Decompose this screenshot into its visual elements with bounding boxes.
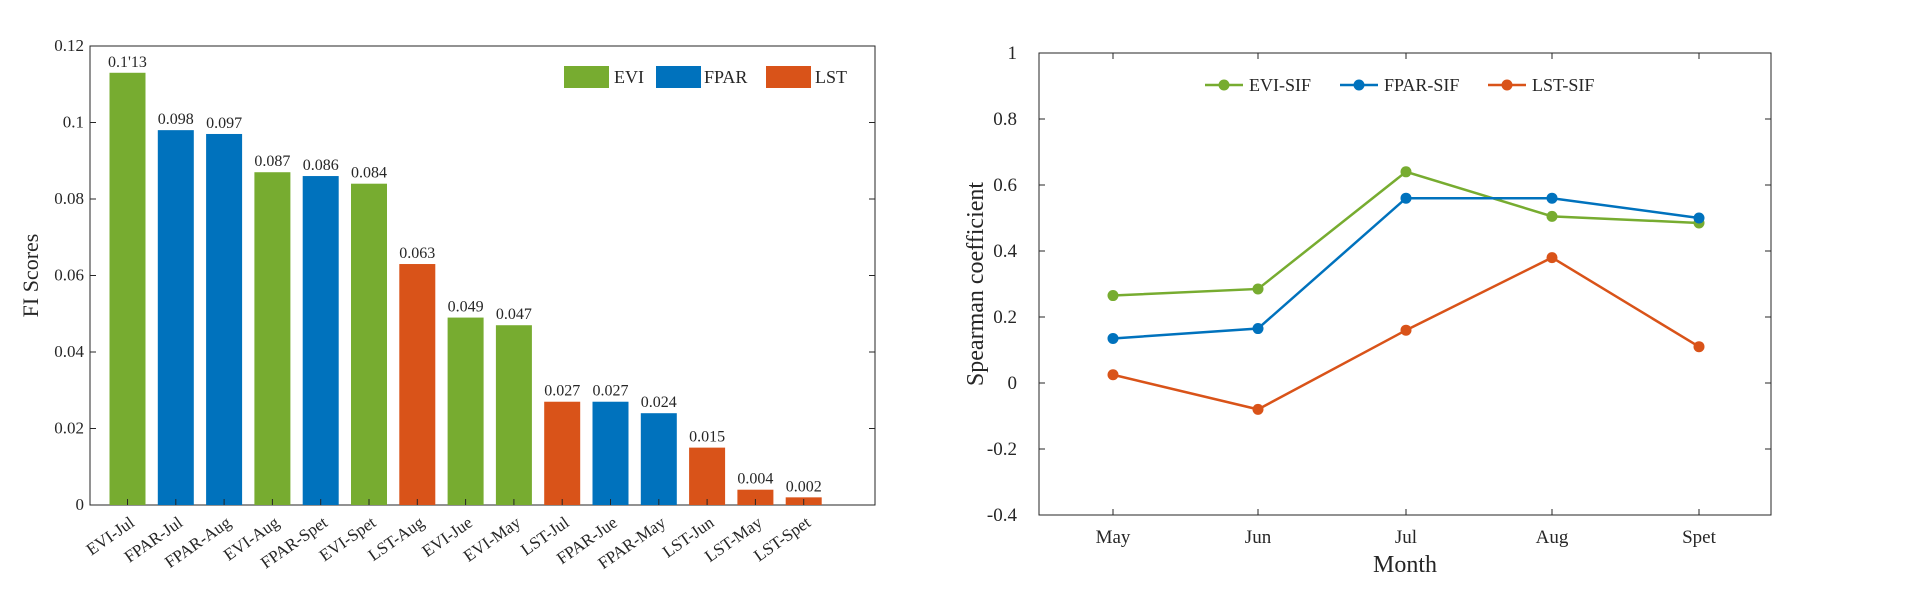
legend-swatch-lst <box>766 66 811 88</box>
bar <box>640 413 677 505</box>
legend-marker <box>1501 79 1513 91</box>
data-point <box>1400 166 1412 178</box>
data-point <box>1252 403 1264 415</box>
legend-label: LST-SIF <box>1532 75 1594 95</box>
bar-value-label: 0.015 <box>689 429 725 446</box>
x-tick-label: May <box>1096 527 1131 548</box>
bar-value-label: 0.098 <box>158 111 194 128</box>
data-point <box>1107 290 1119 302</box>
bar-value-label: 0.084 <box>351 165 387 182</box>
y-tick-label: 0 <box>1008 373 1018 394</box>
legend-marker <box>1353 79 1365 91</box>
y-tick-label: 1 <box>1008 43 1018 64</box>
bar-value-label: 0.027 <box>544 383 580 400</box>
data-point <box>1546 252 1558 264</box>
legend-swatch-fpar <box>656 66 701 88</box>
bar <box>495 325 532 505</box>
x-tick-label: Jun <box>1245 527 1272 548</box>
bar-chart: 0 0.02 0.04 0.06 0.08 0.1 0.12 FI Scores 0.1'13 E… <box>18 36 876 573</box>
legend-label: FPAR <box>704 67 747 87</box>
y-tick-label: 0 <box>76 495 85 514</box>
legend-label: LST <box>815 67 847 87</box>
y-axis-title: FI Scores <box>18 234 43 318</box>
y-tick-label: 0.12 <box>54 36 84 55</box>
line-chart: -0.4 -0.2 0 0.2 0.4 0.6 0.8 1 May Jun Jul Aug Spet Mo… <box>963 43 1772 578</box>
line-legend: EVI-SIF FPAR-SIF LST-SIF <box>1205 75 1594 95</box>
data-point <box>1107 369 1119 381</box>
y-tick-label: 0.8 <box>993 109 1017 130</box>
bar-value-label: 0.049 <box>448 299 484 316</box>
bar-value-label: 0.087 <box>254 153 290 170</box>
y-tick-label: 0.1 <box>63 113 84 132</box>
legend-label: EVI <box>614 67 644 87</box>
bar-value-label: 0.047 <box>496 306 532 323</box>
bar-value-label: 0.027 <box>593 383 629 400</box>
data-point <box>1252 323 1264 335</box>
y-tick-label: 0.6 <box>993 175 1017 196</box>
bar <box>737 489 774 505</box>
bar-legend: EVI FPAR LST <box>564 66 847 88</box>
data-point <box>1400 324 1412 336</box>
bar <box>399 264 436 505</box>
x-tick-label: Aug <box>1536 527 1569 548</box>
data-point <box>1693 212 1705 224</box>
bar-value-label: 0.004 <box>737 471 773 488</box>
bar <box>592 401 629 505</box>
y-tick-label: 0.08 <box>54 189 84 208</box>
bar <box>109 72 146 506</box>
y-tick-label: 0.4 <box>993 241 1017 262</box>
legend-label: FPAR-SIF <box>1384 75 1459 95</box>
y-tick-label: 0.2 <box>993 307 1017 328</box>
data-point <box>1546 210 1558 222</box>
legend-swatch-evi <box>564 66 609 88</box>
x-tick-label: Spet <box>1682 527 1717 548</box>
bar-value-label: 0.086 <box>303 157 339 174</box>
bar <box>689 447 726 505</box>
legend-marker <box>1218 79 1230 91</box>
bar-value-label: 0.024 <box>641 394 677 411</box>
series-line-evi-sif <box>1112 170 1700 297</box>
y-tick-label: -0.4 <box>987 505 1018 526</box>
line-plot-frame <box>1038 52 1772 516</box>
y-tick-label: 0.06 <box>54 266 84 285</box>
y-tick-label: -0.2 <box>987 439 1017 460</box>
bar-value-label: 0.097 <box>206 115 242 132</box>
bar-value-label: 0.002 <box>786 478 822 495</box>
data-point <box>1546 192 1558 204</box>
y-tick-label: 0.02 <box>54 419 84 438</box>
bar <box>351 183 387 505</box>
data-point <box>1693 341 1705 353</box>
bar-value-label: 0.063 <box>399 245 435 262</box>
bar <box>254 172 291 505</box>
legend-label: EVI-SIF <box>1249 75 1311 95</box>
y-tick-label: 0.04 <box>54 342 84 361</box>
data-point <box>1252 283 1264 295</box>
data-point <box>1107 332 1119 344</box>
x-tick-label: Jul <box>1395 527 1417 548</box>
bar <box>206 133 243 505</box>
bar-value-label: 0.1'13 <box>108 54 147 71</box>
x-tick-label: LST-Aug <box>365 512 428 564</box>
y-axis-title: Spearman coefficient <box>963 182 989 386</box>
x-axis-title: Month <box>1373 552 1437 578</box>
bar <box>447 317 484 505</box>
bar <box>302 176 339 506</box>
data-point <box>1400 192 1412 204</box>
bar <box>157 130 194 505</box>
bar <box>544 401 581 505</box>
